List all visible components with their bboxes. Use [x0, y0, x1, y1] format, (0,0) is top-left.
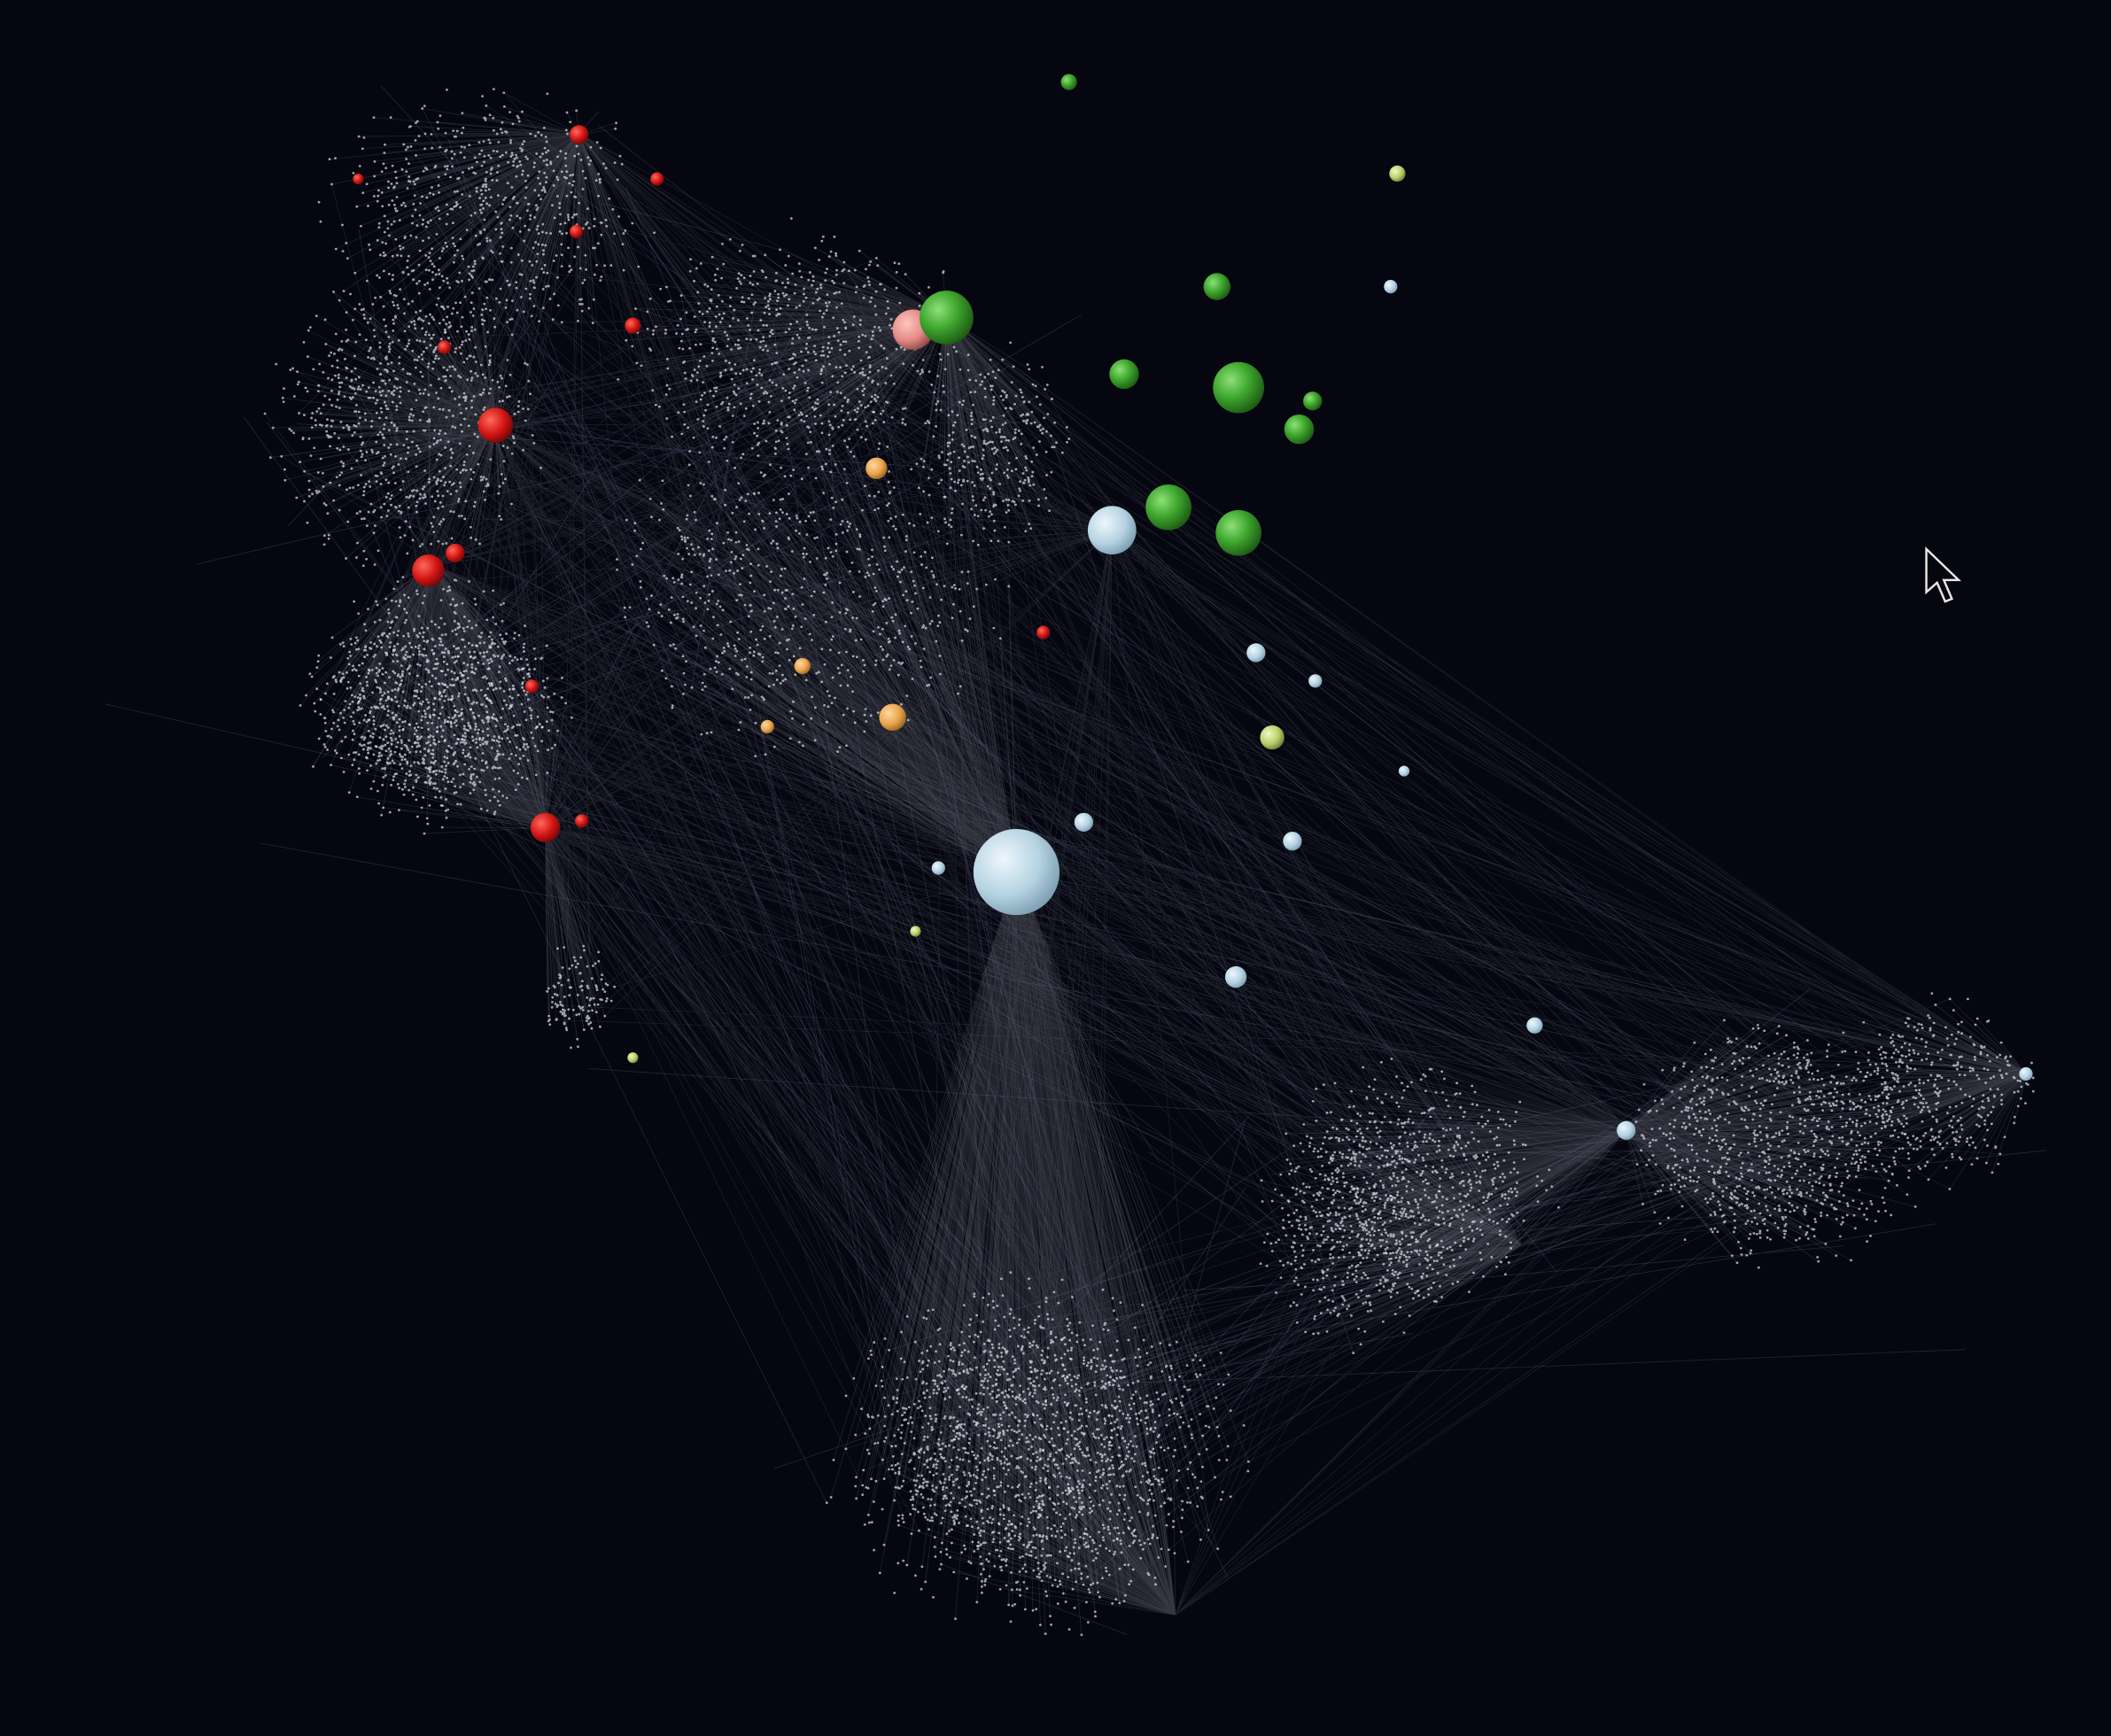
hub-edges — [617, 401, 1017, 872]
cross-edges — [264, 92, 2027, 1616]
node-sphere — [1036, 625, 1051, 639]
leaf-nodes — [299, 567, 563, 825]
node-sphere — [1145, 484, 1191, 531]
node-sphere — [575, 814, 589, 828]
leaf-nodes — [616, 400, 1011, 757]
leaf-nodes — [1281, 1058, 1560, 1309]
node-sphere — [1526, 1017, 1543, 1034]
node-sphere — [865, 457, 888, 479]
node-sphere — [1074, 812, 1094, 832]
leaf-nodes — [1259, 1128, 1452, 1354]
node-sphere — [477, 407, 514, 443]
leaf-nodes — [317, 88, 656, 350]
hub-edges — [329, 92, 655, 341]
node-sphere — [625, 317, 641, 334]
node-sphere — [1617, 1120, 1636, 1140]
hub-edges — [884, 1309, 1176, 1616]
hub-edges — [299, 564, 548, 818]
node-sphere — [1303, 391, 1323, 411]
node-sphere — [1284, 414, 1315, 445]
node-sphere — [1260, 725, 1284, 750]
node-sphere — [1109, 359, 1139, 390]
hub-edges — [830, 872, 1249, 1635]
node-sphere — [794, 657, 811, 675]
node-sphere — [1389, 165, 1406, 182]
node-sphere — [446, 543, 465, 563]
node-sphere — [1087, 506, 1137, 554]
outer-edges — [105, 85, 2047, 1636]
node-sphere — [973, 828, 1060, 916]
node-sphere — [910, 926, 921, 937]
hub-edges — [1282, 1058, 1627, 1302]
node-sphere — [650, 172, 664, 186]
node-sphere — [760, 719, 774, 734]
node-sphere — [570, 125, 589, 144]
node-sphere — [1283, 831, 1302, 851]
node-clouds — [263, 88, 2035, 1637]
mouse-cursor — [1925, 546, 1962, 603]
node-sphere — [920, 291, 974, 345]
node-sphere — [412, 554, 445, 587]
leaf-nodes — [854, 1307, 1184, 1603]
leaf-nodes — [920, 341, 1071, 546]
hub-nodes — [353, 74, 2033, 1140]
node-sphere — [879, 703, 906, 732]
node-sphere — [2019, 1066, 2033, 1081]
node-sphere — [353, 174, 364, 185]
node-sphere — [1384, 280, 1398, 294]
node-sphere — [1215, 509, 1261, 556]
leaf-nodes — [1835, 992, 2035, 1190]
node-sphere — [1224, 965, 1247, 988]
node-sphere — [1308, 674, 1323, 688]
leaf-nodes — [546, 944, 617, 1050]
node-sphere — [1246, 643, 1266, 663]
node-sphere — [1060, 74, 1077, 90]
leaf-nodes — [1634, 1019, 1924, 1269]
hub-edges — [923, 317, 1069, 529]
edges — [105, 85, 2047, 1636]
node-sphere — [627, 1052, 639, 1064]
hub-edges — [545, 827, 609, 1040]
node-sphere — [931, 861, 945, 875]
node-sphere — [570, 224, 584, 238]
node-sphere — [524, 679, 539, 694]
leaf-nodes — [263, 269, 543, 568]
leaf-nodes — [617, 217, 970, 477]
node-sphere — [1203, 273, 1231, 300]
node-sphere — [1398, 765, 1410, 777]
node-sphere — [438, 340, 452, 354]
node-sphere — [530, 812, 561, 843]
node-sphere — [1213, 361, 1265, 414]
